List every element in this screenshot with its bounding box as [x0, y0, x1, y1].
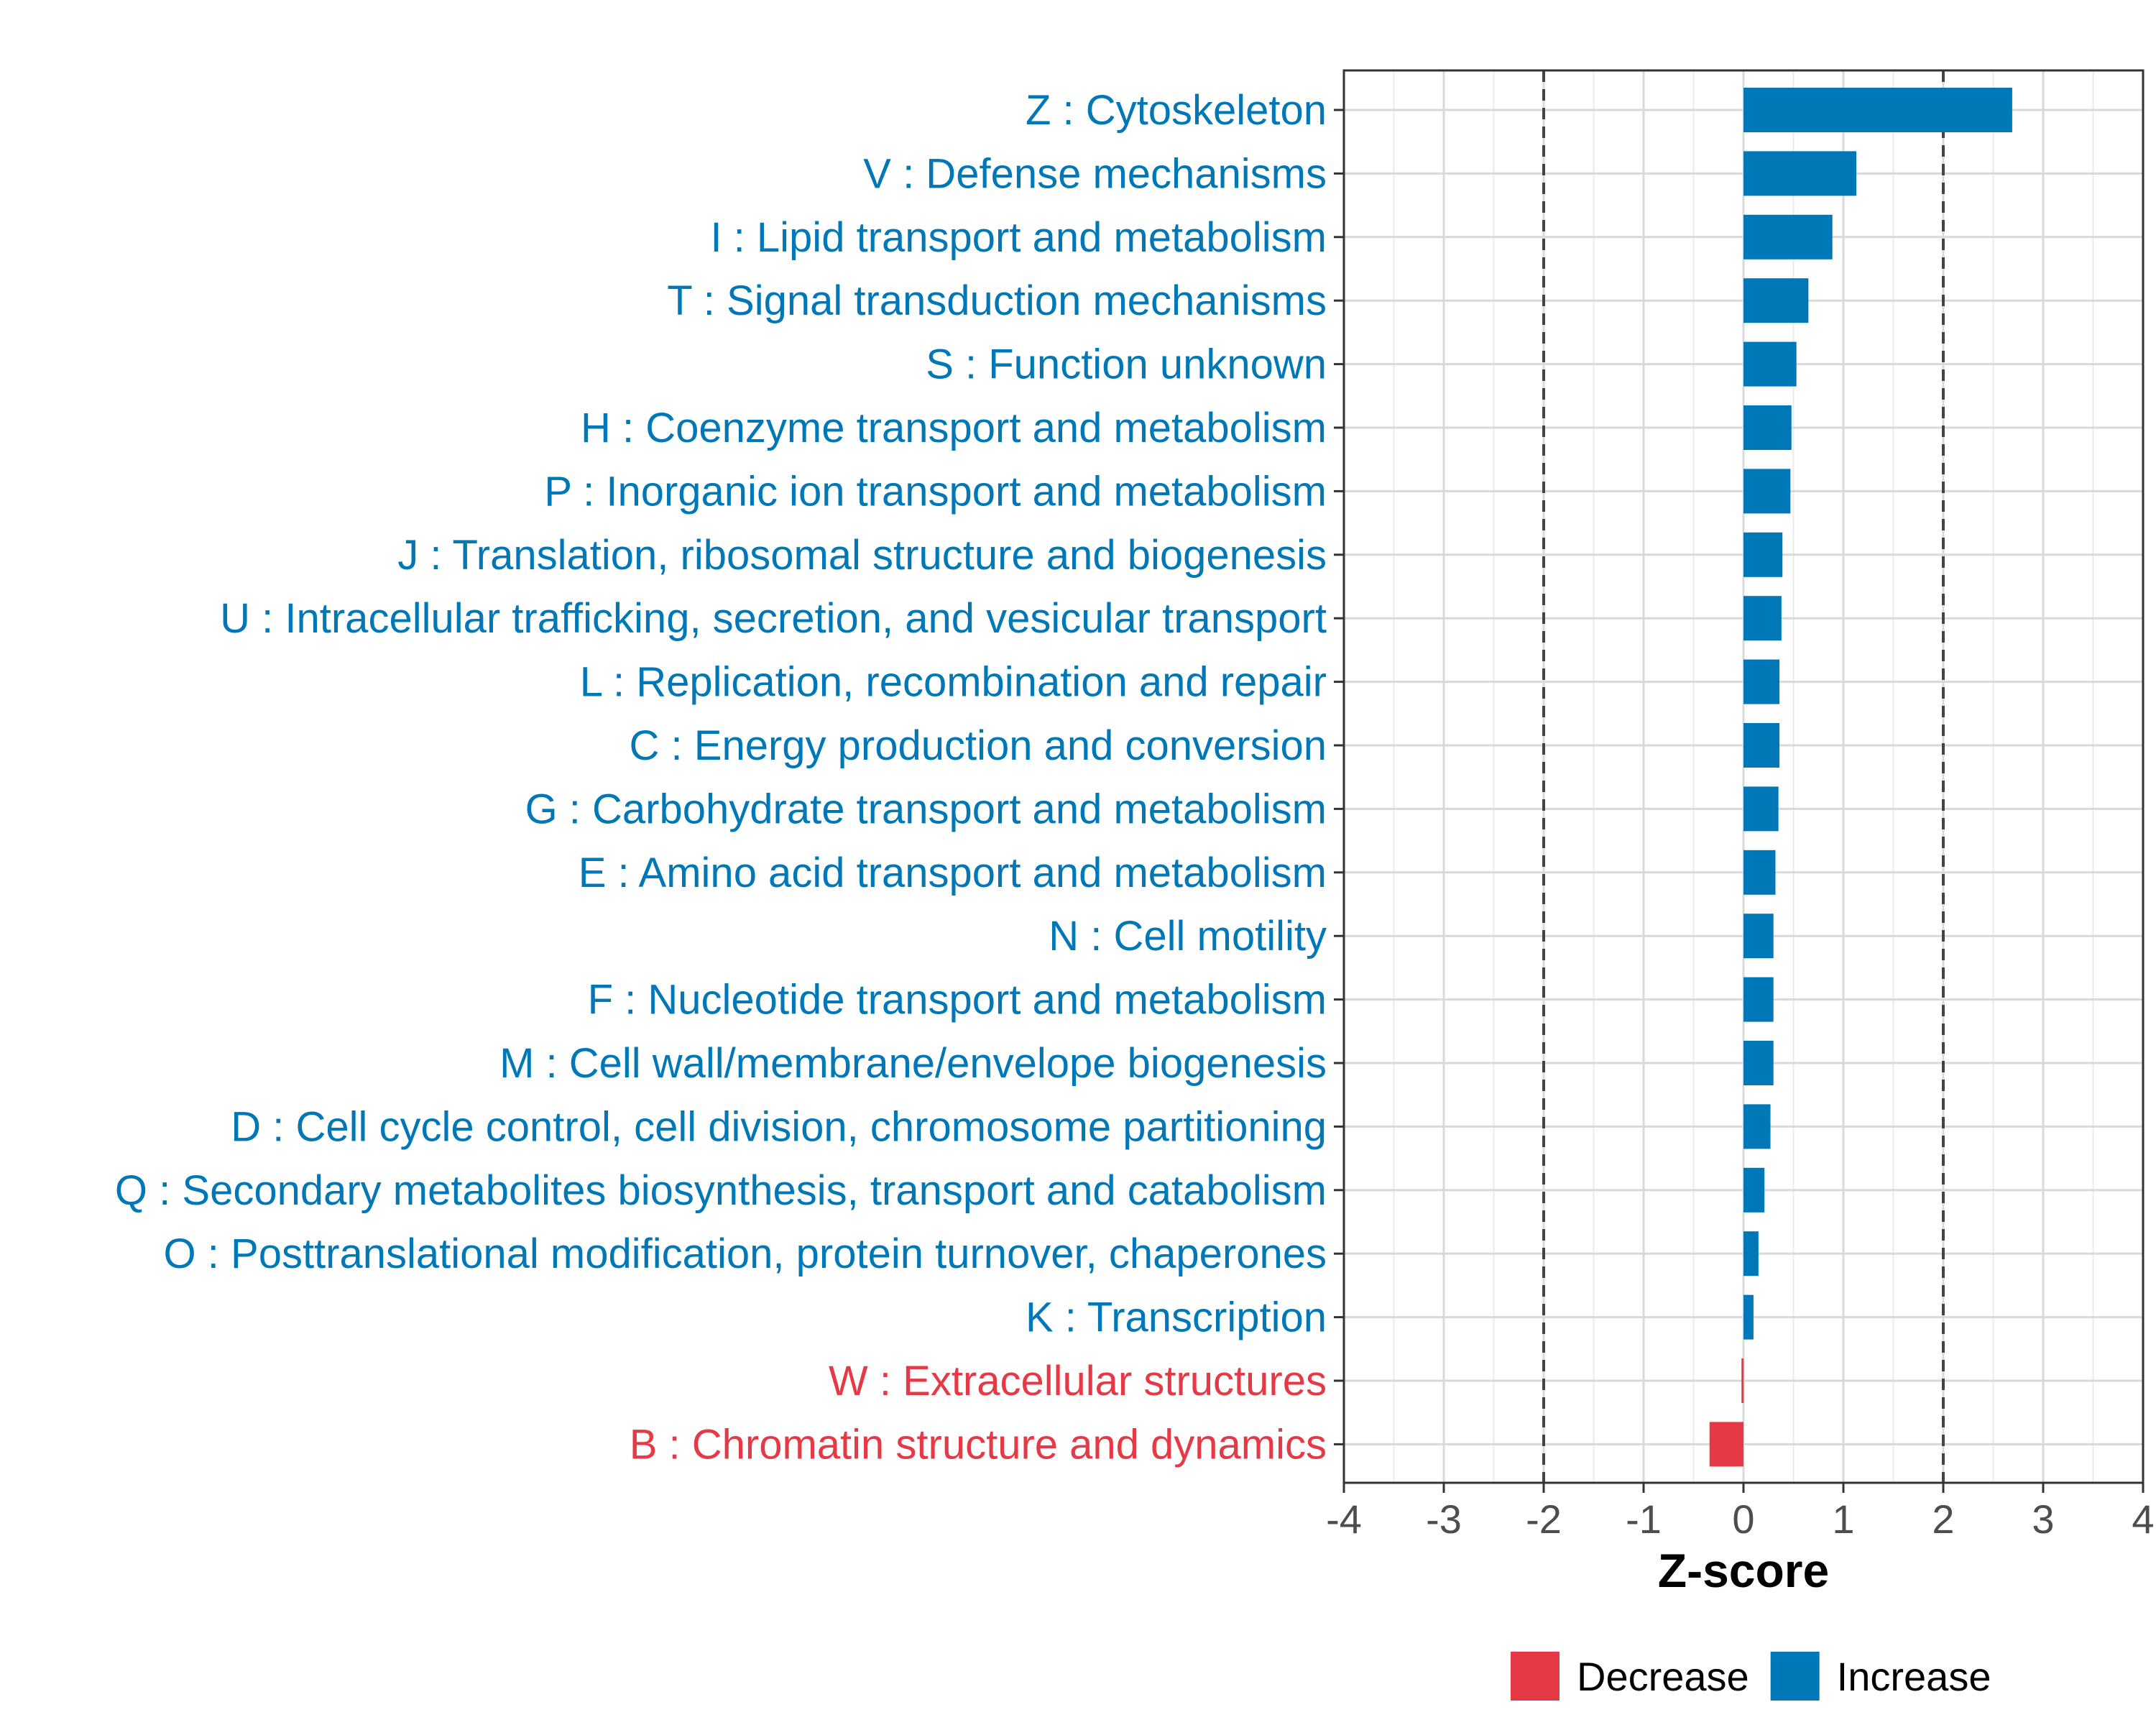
bar [1743, 532, 1783, 577]
bar [1743, 914, 1774, 959]
bars [1709, 88, 2012, 1467]
x-tick-label: 4 [2132, 1496, 2154, 1542]
x-tick-label: 0 [1732, 1496, 1754, 1542]
category-label: I : Lipid transport and metabolism [710, 214, 1327, 261]
x-tick-label: 3 [2032, 1496, 2054, 1542]
x-tick-label: -3 [1426, 1496, 1462, 1542]
bar [1743, 1041, 1774, 1085]
bar [1743, 1167, 1765, 1213]
category-label: F : Nucleotide transport and metabolism [588, 977, 1327, 1024]
legend-label: Decrease [1577, 1654, 1749, 1699]
category-label: J : Translation, ribosomal structure and… [397, 532, 1327, 579]
category-label: E : Amino acid transport and metabolism [579, 850, 1327, 896]
x-tick-label: 1 [1832, 1496, 1854, 1542]
bar [1743, 850, 1776, 895]
y-ticks: Z : Cytoskeleton V : Defense mechanisms I … [115, 87, 1344, 1468]
bar [1743, 1231, 1759, 1276]
category-label: H : Coenzyme transport and metabolism [581, 405, 1327, 451]
bar [1743, 1294, 1754, 1340]
category-label: N : Cell motility [1049, 913, 1327, 960]
category-label: S : Function unknown [926, 341, 1327, 388]
category-label: O : Posttranslational modification, prot… [164, 1230, 1327, 1277]
bar [1743, 723, 1780, 768]
bar [1743, 405, 1792, 450]
category-label: P : Inorganic ion transport and metaboli… [544, 468, 1327, 515]
x-tick-label: -2 [1526, 1496, 1562, 1542]
reference-lines [1542, 70, 1945, 1483]
bar [1743, 341, 1797, 387]
category-label: L : Replication, recombination and repai… [580, 659, 1327, 706]
x-tick-label: -4 [1326, 1496, 1362, 1542]
legend-label: Increase [1837, 1654, 1991, 1699]
category-label: W : Extracellular structures [829, 1358, 1327, 1404]
bar [1709, 1422, 1743, 1467]
category-label: D : Cell cycle control, cell division, c… [231, 1103, 1327, 1150]
x-axis-title: Z-score [1658, 1544, 1829, 1597]
category-label: C : Energy production and conversion [630, 722, 1327, 769]
category-label: Q : Secondary metabolites biosynthesis, … [115, 1167, 1327, 1214]
bar [1743, 469, 1791, 514]
legend: Decrease Increase [1511, 1652, 1991, 1701]
bar [1743, 151, 1857, 196]
category-label: K : Transcription [1026, 1294, 1327, 1341]
bar [1743, 1104, 1771, 1149]
legend-swatch [1511, 1652, 1560, 1701]
legend-swatch [1770, 1652, 1820, 1701]
category-label: M : Cell wall/membrane/envelope biogenes… [499, 1040, 1327, 1087]
category-label: Z : Cytoskeleton [1026, 87, 1327, 134]
bar [1743, 88, 2012, 132]
bar [1743, 214, 1833, 259]
bar [1743, 596, 1782, 641]
x-ticks: -4 -3 -2 -1 0 1 2 3 4 [1326, 1483, 2155, 1542]
category-label: B : Chromatin structure and dynamics [630, 1421, 1327, 1468]
bar [1743, 278, 1809, 323]
category-label: T : Signal transduction mechanisms [667, 277, 1327, 324]
category-label: G : Carbohydrate transport and metabolis… [525, 786, 1327, 832]
bar [1743, 786, 1779, 832]
category-label: U : Intracellular trafficking, secretion… [220, 595, 1327, 642]
x-tick-label: -1 [1626, 1496, 1662, 1542]
bar [1741, 1358, 1744, 1403]
category-label: V : Defense mechanisms [863, 150, 1327, 197]
bar [1743, 977, 1774, 1022]
x-tick-label: 2 [1932, 1496, 1954, 1542]
bar [1743, 659, 1780, 704]
